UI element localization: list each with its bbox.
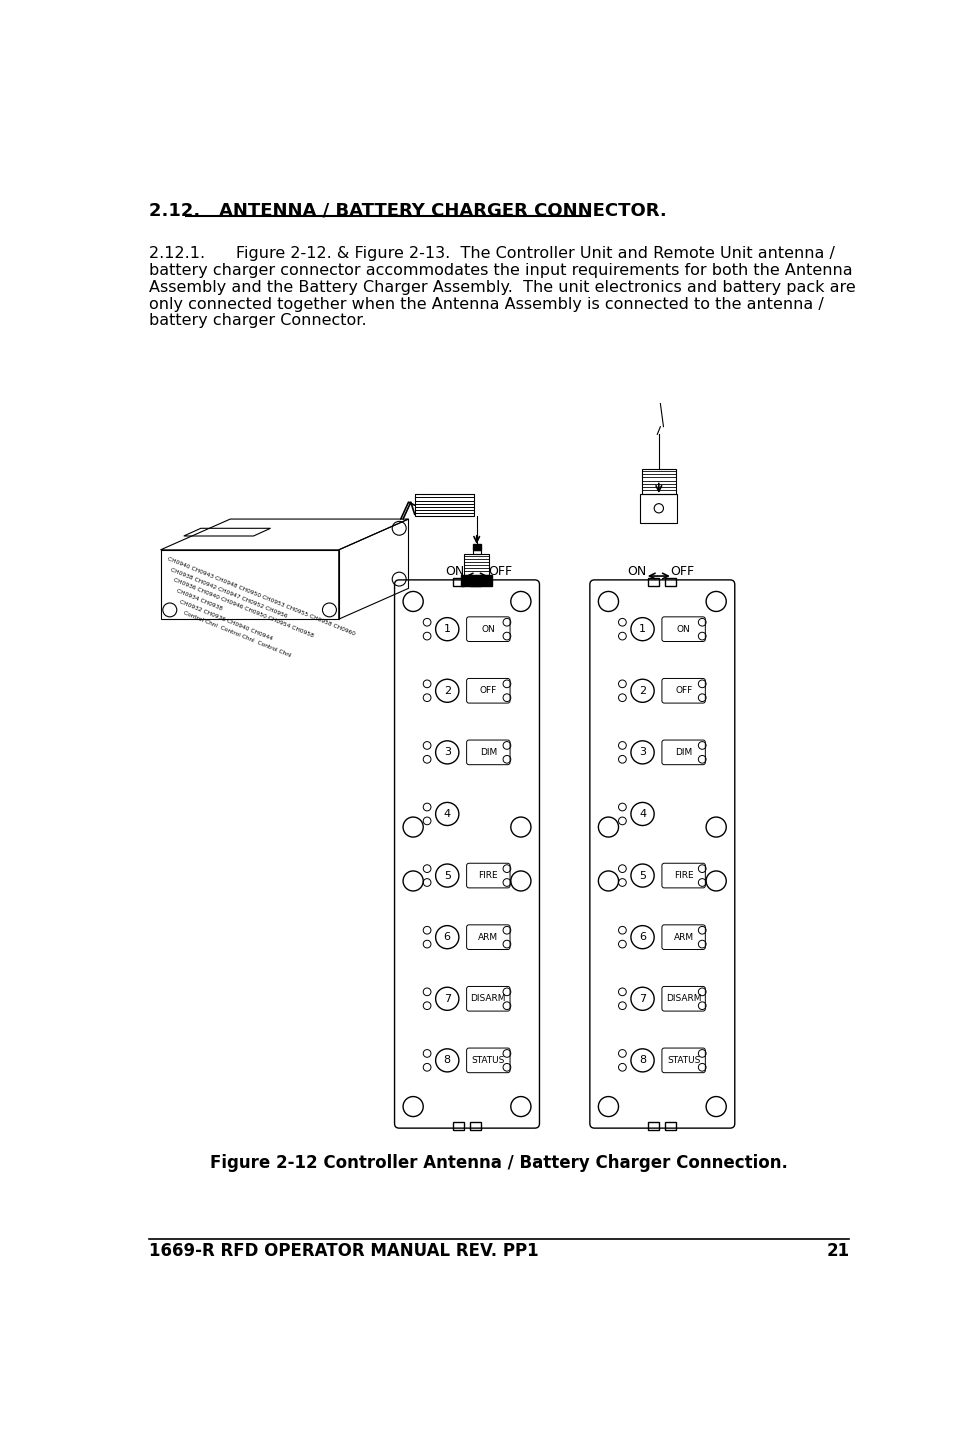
Bar [642, 469, 676, 493]
Text: ARM: ARM [674, 933, 693, 942]
Text: DIM: DIM [675, 748, 693, 756]
Text: ON: ON [677, 624, 691, 634]
Bar [648, 578, 658, 587]
Text: battery charger Connector.: battery charger Connector. [149, 313, 366, 328]
Bar [665, 1122, 676, 1130]
Text: ARM: ARM [478, 933, 499, 942]
Bar [469, 578, 480, 587]
Text: DISARM: DISARM [470, 994, 506, 1004]
Text: DIM: DIM [480, 748, 497, 756]
Text: FIRE: FIRE [674, 871, 693, 880]
Text: CH0932 CH0936 CH0940 CH0944: CH0932 CH0936 CH0940 CH0944 [179, 600, 274, 641]
Text: 2.12.   ANTENNA / BATTERY CHARGER CONNECTOR.: 2.12. ANTENNA / BATTERY CHARGER CONNECTO… [149, 201, 666, 220]
Text: Figure 2-12 Controller Antenna / Battery Charger Connection.: Figure 2-12 Controller Antenna / Battery… [210, 1155, 788, 1172]
Text: ON: ON [481, 624, 495, 634]
Bar [465, 554, 489, 575]
Bar [640, 493, 678, 523]
Bar [648, 1122, 658, 1130]
Text: STATUS: STATUS [471, 1055, 505, 1066]
Bar [472, 545, 480, 549]
Text: ON: ON [445, 565, 465, 578]
Text: 6: 6 [639, 932, 646, 942]
Text: 5: 5 [639, 870, 646, 880]
Text: ON: ON [627, 565, 647, 578]
Text: 3: 3 [639, 748, 646, 758]
Text: OFF: OFF [488, 565, 512, 578]
Text: OFF: OFF [675, 686, 693, 695]
Text: 8: 8 [444, 1055, 451, 1066]
Text: CH0936 CH0940 CH0946 CH0950 CH0954 CH0958: CH0936 CH0940 CH0946 CH0950 CH0954 CH095… [173, 578, 315, 638]
Text: 1: 1 [444, 624, 451, 634]
Text: 1: 1 [639, 624, 646, 634]
Text: 2: 2 [444, 686, 451, 696]
Text: CH0940 CH0943 CH0948 CH0950 CH0953 CH0955 CH0958 CH0960: CH0940 CH0943 CH0948 CH0950 CH0953 CH095… [167, 557, 356, 637]
Text: Assembly and the Battery Charger Assembly.  The unit electronics and battery pac: Assembly and the Battery Charger Assembl… [149, 279, 855, 295]
Text: FIRE: FIRE [478, 871, 498, 880]
Text: DISARM: DISARM [666, 994, 701, 1004]
Text: battery charger connector accommodates the input requirements for both the Anten: battery charger connector accommodates t… [149, 263, 852, 278]
Text: OFF: OFF [480, 686, 497, 695]
Text: CH0934 CH0938: CH0934 CH0938 [176, 588, 223, 611]
Text: only connected together when the Antenna Assembly is connected to the antenna /: only connected together when the Antenna… [149, 296, 824, 312]
Text: 2.12.1.      Figure 2-12. & Figure 2-13.  The Controller Unit and Remote Unit an: 2.12.1. Figure 2-12. & Figure 2-13. The … [149, 246, 835, 260]
Text: Control Chnl  Control Chnl  Control Chnl: Control Chnl Control Chnl Control Chnl [182, 610, 291, 657]
Text: 1669-R RFD OPERATOR MANUAL REV. PP1: 1669-R RFD OPERATOR MANUAL REV. PP1 [149, 1241, 539, 1260]
Text: 2: 2 [639, 686, 646, 696]
Bar [469, 1122, 480, 1130]
Text: 6: 6 [444, 932, 451, 942]
Bar [453, 578, 464, 587]
Text: 4: 4 [639, 810, 646, 820]
Text: 7: 7 [444, 994, 451, 1004]
Text: 5: 5 [444, 870, 451, 880]
Bar [472, 549, 480, 554]
Bar [665, 578, 676, 587]
Bar [415, 495, 474, 516]
Text: 7: 7 [639, 994, 646, 1004]
Text: 4: 4 [444, 810, 451, 820]
Bar [462, 575, 492, 587]
Text: 3: 3 [444, 748, 451, 758]
Text: 21: 21 [826, 1241, 849, 1260]
Text: STATUS: STATUS [667, 1055, 700, 1066]
Text: 8: 8 [639, 1055, 646, 1066]
Bar [453, 1122, 464, 1130]
Text: CH0938 CH0942 CH0947 CH0952 CH0956: CH0938 CH0942 CH0947 CH0952 CH0956 [169, 567, 288, 618]
Text: OFF: OFF [670, 565, 694, 578]
